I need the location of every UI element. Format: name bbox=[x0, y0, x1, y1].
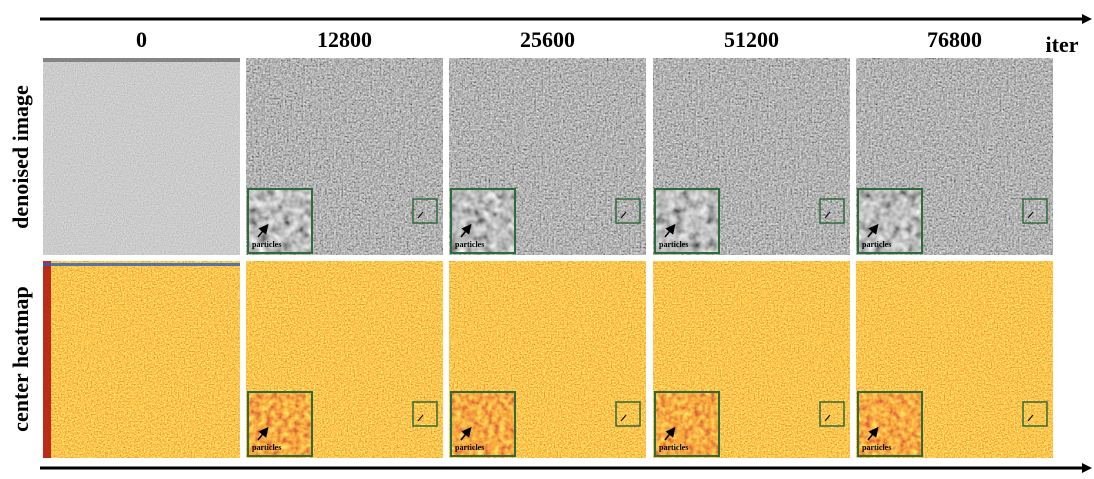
panel-image bbox=[43, 58, 240, 255]
panel-image bbox=[43, 261, 240, 458]
inset-label: particles bbox=[455, 240, 484, 249]
figure: iter denoised image center heatmap 0 1280… bbox=[0, 0, 1094, 479]
panel-stripe bbox=[43, 261, 51, 458]
axis-label: iter bbox=[1046, 32, 1079, 57]
page: {"figure": { "columns": ["0", "12800", "… bbox=[0, 0, 1094, 479]
inset-label: particles bbox=[659, 443, 688, 452]
inset-label: particles bbox=[252, 443, 281, 452]
column-label: 0 bbox=[136, 27, 147, 52]
column-label: 76800 bbox=[927, 27, 982, 52]
row-label: center heatmap bbox=[8, 286, 33, 432]
inset-label: particles bbox=[252, 240, 281, 249]
inset-label: particles bbox=[862, 443, 891, 452]
column-label: 25600 bbox=[520, 27, 575, 52]
inset-label: particles bbox=[455, 443, 484, 452]
inset-label: particles bbox=[659, 240, 688, 249]
column-label: 12800 bbox=[317, 27, 372, 52]
inset-label: particles bbox=[862, 240, 891, 249]
panel-border bbox=[43, 58, 240, 62]
row-label: denoised image bbox=[8, 85, 33, 229]
column-label: 51200 bbox=[724, 27, 779, 52]
panel-stripe bbox=[43, 263, 240, 266]
